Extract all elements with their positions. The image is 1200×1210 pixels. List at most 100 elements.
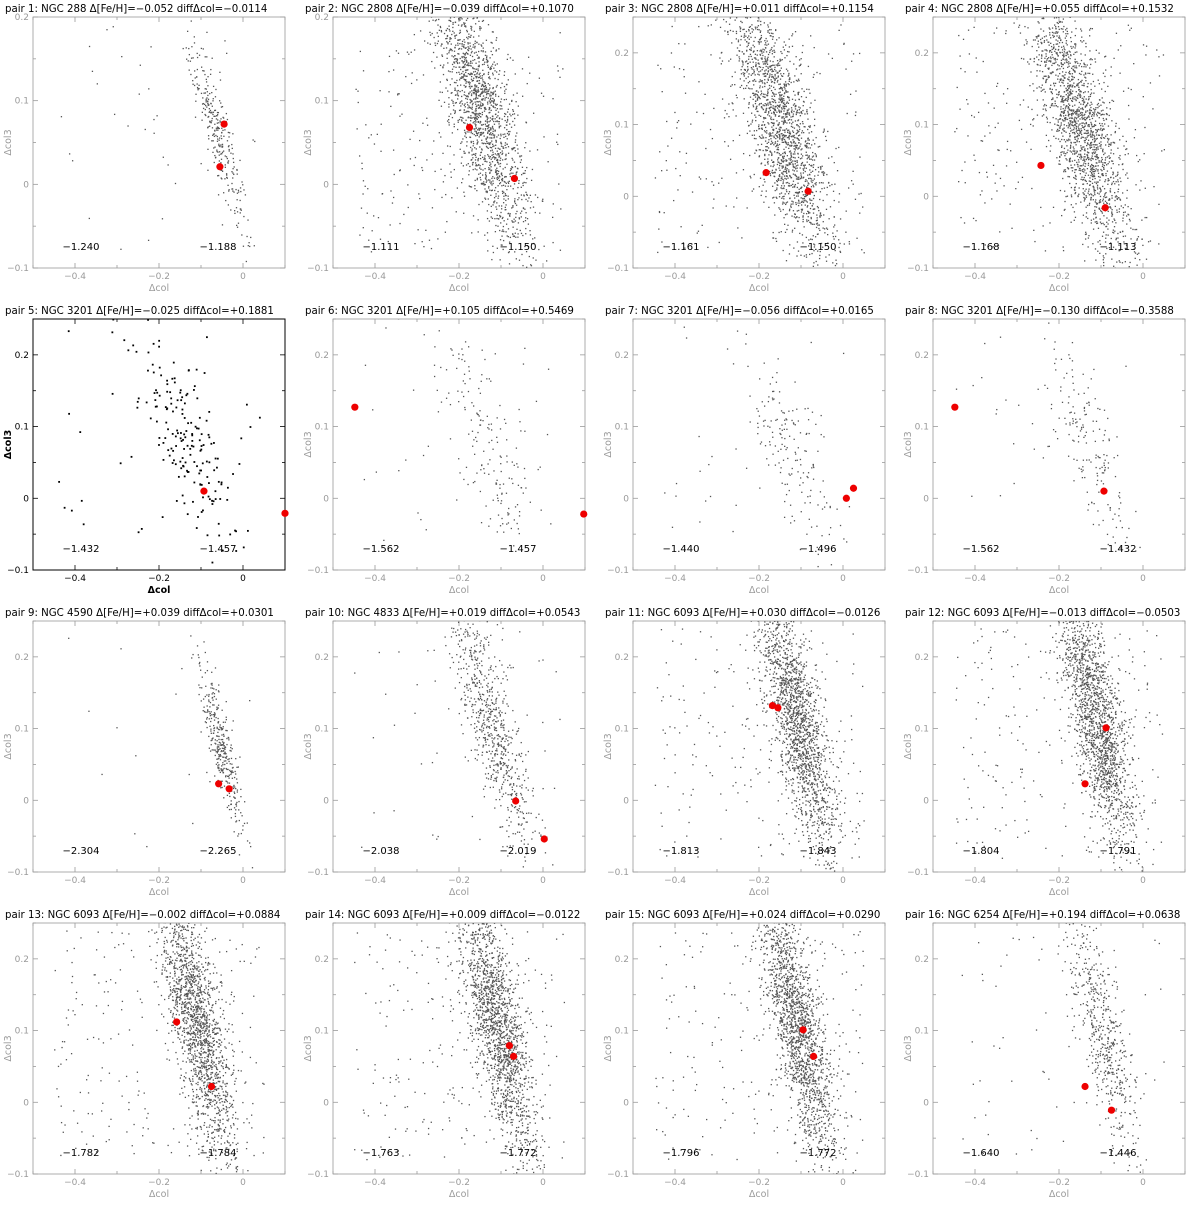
star-point [1090,181,1091,182]
star-point [765,137,766,138]
star-point [760,54,761,55]
star-1-fe-h-label: −1.161 [662,242,699,253]
star-point [787,182,788,183]
star-point [746,46,747,47]
star-point [501,108,502,109]
star-point [757,68,758,69]
star-point [485,120,486,121]
star-point [473,78,474,79]
star-point [440,65,441,66]
star-point [495,110,496,111]
star-point [474,88,475,89]
star-point [482,84,483,85]
star-point [792,139,793,140]
star-point [485,199,486,200]
star-point [455,82,456,83]
star-point [487,240,488,241]
star-point [763,121,764,122]
star-point [211,92,212,93]
star-point [774,110,775,111]
star-point [814,47,815,48]
star-point [467,131,468,132]
star-point [724,141,725,142]
star-point [806,219,807,220]
star-point [512,167,513,168]
star-point [232,188,233,189]
star-point [780,98,781,99]
star-point [679,151,680,152]
star-point [814,224,815,225]
star-point [789,115,790,116]
star-point [757,54,758,55]
star-point [438,19,439,20]
star-point [783,250,784,251]
star-point [1089,158,1090,159]
star-point [831,274,832,275]
star-point [776,198,777,199]
star-point [801,157,802,158]
star-point [476,128,477,129]
star-point [762,82,763,83]
star-point [504,99,505,100]
star-point [846,210,847,211]
star-point [1069,71,1070,72]
panel-title: pair 4: NGC 2808 Δ[Fe/H]=+0.055 diffΔcol… [905,4,1174,15]
star-point [802,191,803,192]
y-tick-label: 0.1 [915,121,929,131]
star-point [811,200,812,201]
star-point [765,59,766,60]
star-point [1046,49,1047,50]
star-point [231,171,232,172]
star-point [459,119,460,120]
star-point [547,161,548,162]
star-point [215,135,216,136]
star-point [855,199,856,200]
star-point [1105,157,1106,158]
star-point [751,24,752,25]
star-point [800,255,801,256]
star-point [798,106,799,107]
star-point [1055,58,1056,59]
star-point [482,174,483,175]
star-point [454,88,455,89]
star-point [486,55,487,56]
star-point [465,133,466,134]
star-point [1080,138,1081,139]
star-point [401,114,402,115]
star-point [802,216,803,217]
star-point [213,112,214,113]
star-point [477,178,478,179]
star-point [528,280,529,281]
star-point [501,83,502,84]
star-point [727,32,728,33]
star-point [757,97,758,98]
star-point [504,181,505,182]
star-point [1061,60,1062,61]
star-point [521,174,522,175]
star-point [1077,95,1078,96]
star-point [784,86,785,87]
star-point [498,171,499,172]
star-point [767,57,768,58]
star-point [1080,158,1081,159]
star-point [785,167,786,168]
star-point [801,154,802,155]
star-point [786,114,787,115]
star-point [492,116,493,117]
star-point [390,106,391,107]
star-point [476,52,477,53]
star-point [743,74,744,75]
star-point [543,96,544,97]
star-point [775,106,776,107]
star-point [482,90,483,91]
star-point [769,52,770,53]
star-point [1043,99,1044,100]
star-point [819,278,820,279]
star-point [769,102,770,103]
star-point [448,20,449,21]
star-point [449,124,450,125]
star-point [771,81,772,82]
star-point [809,155,810,156]
star-point [471,65,472,66]
star-point [440,136,441,137]
